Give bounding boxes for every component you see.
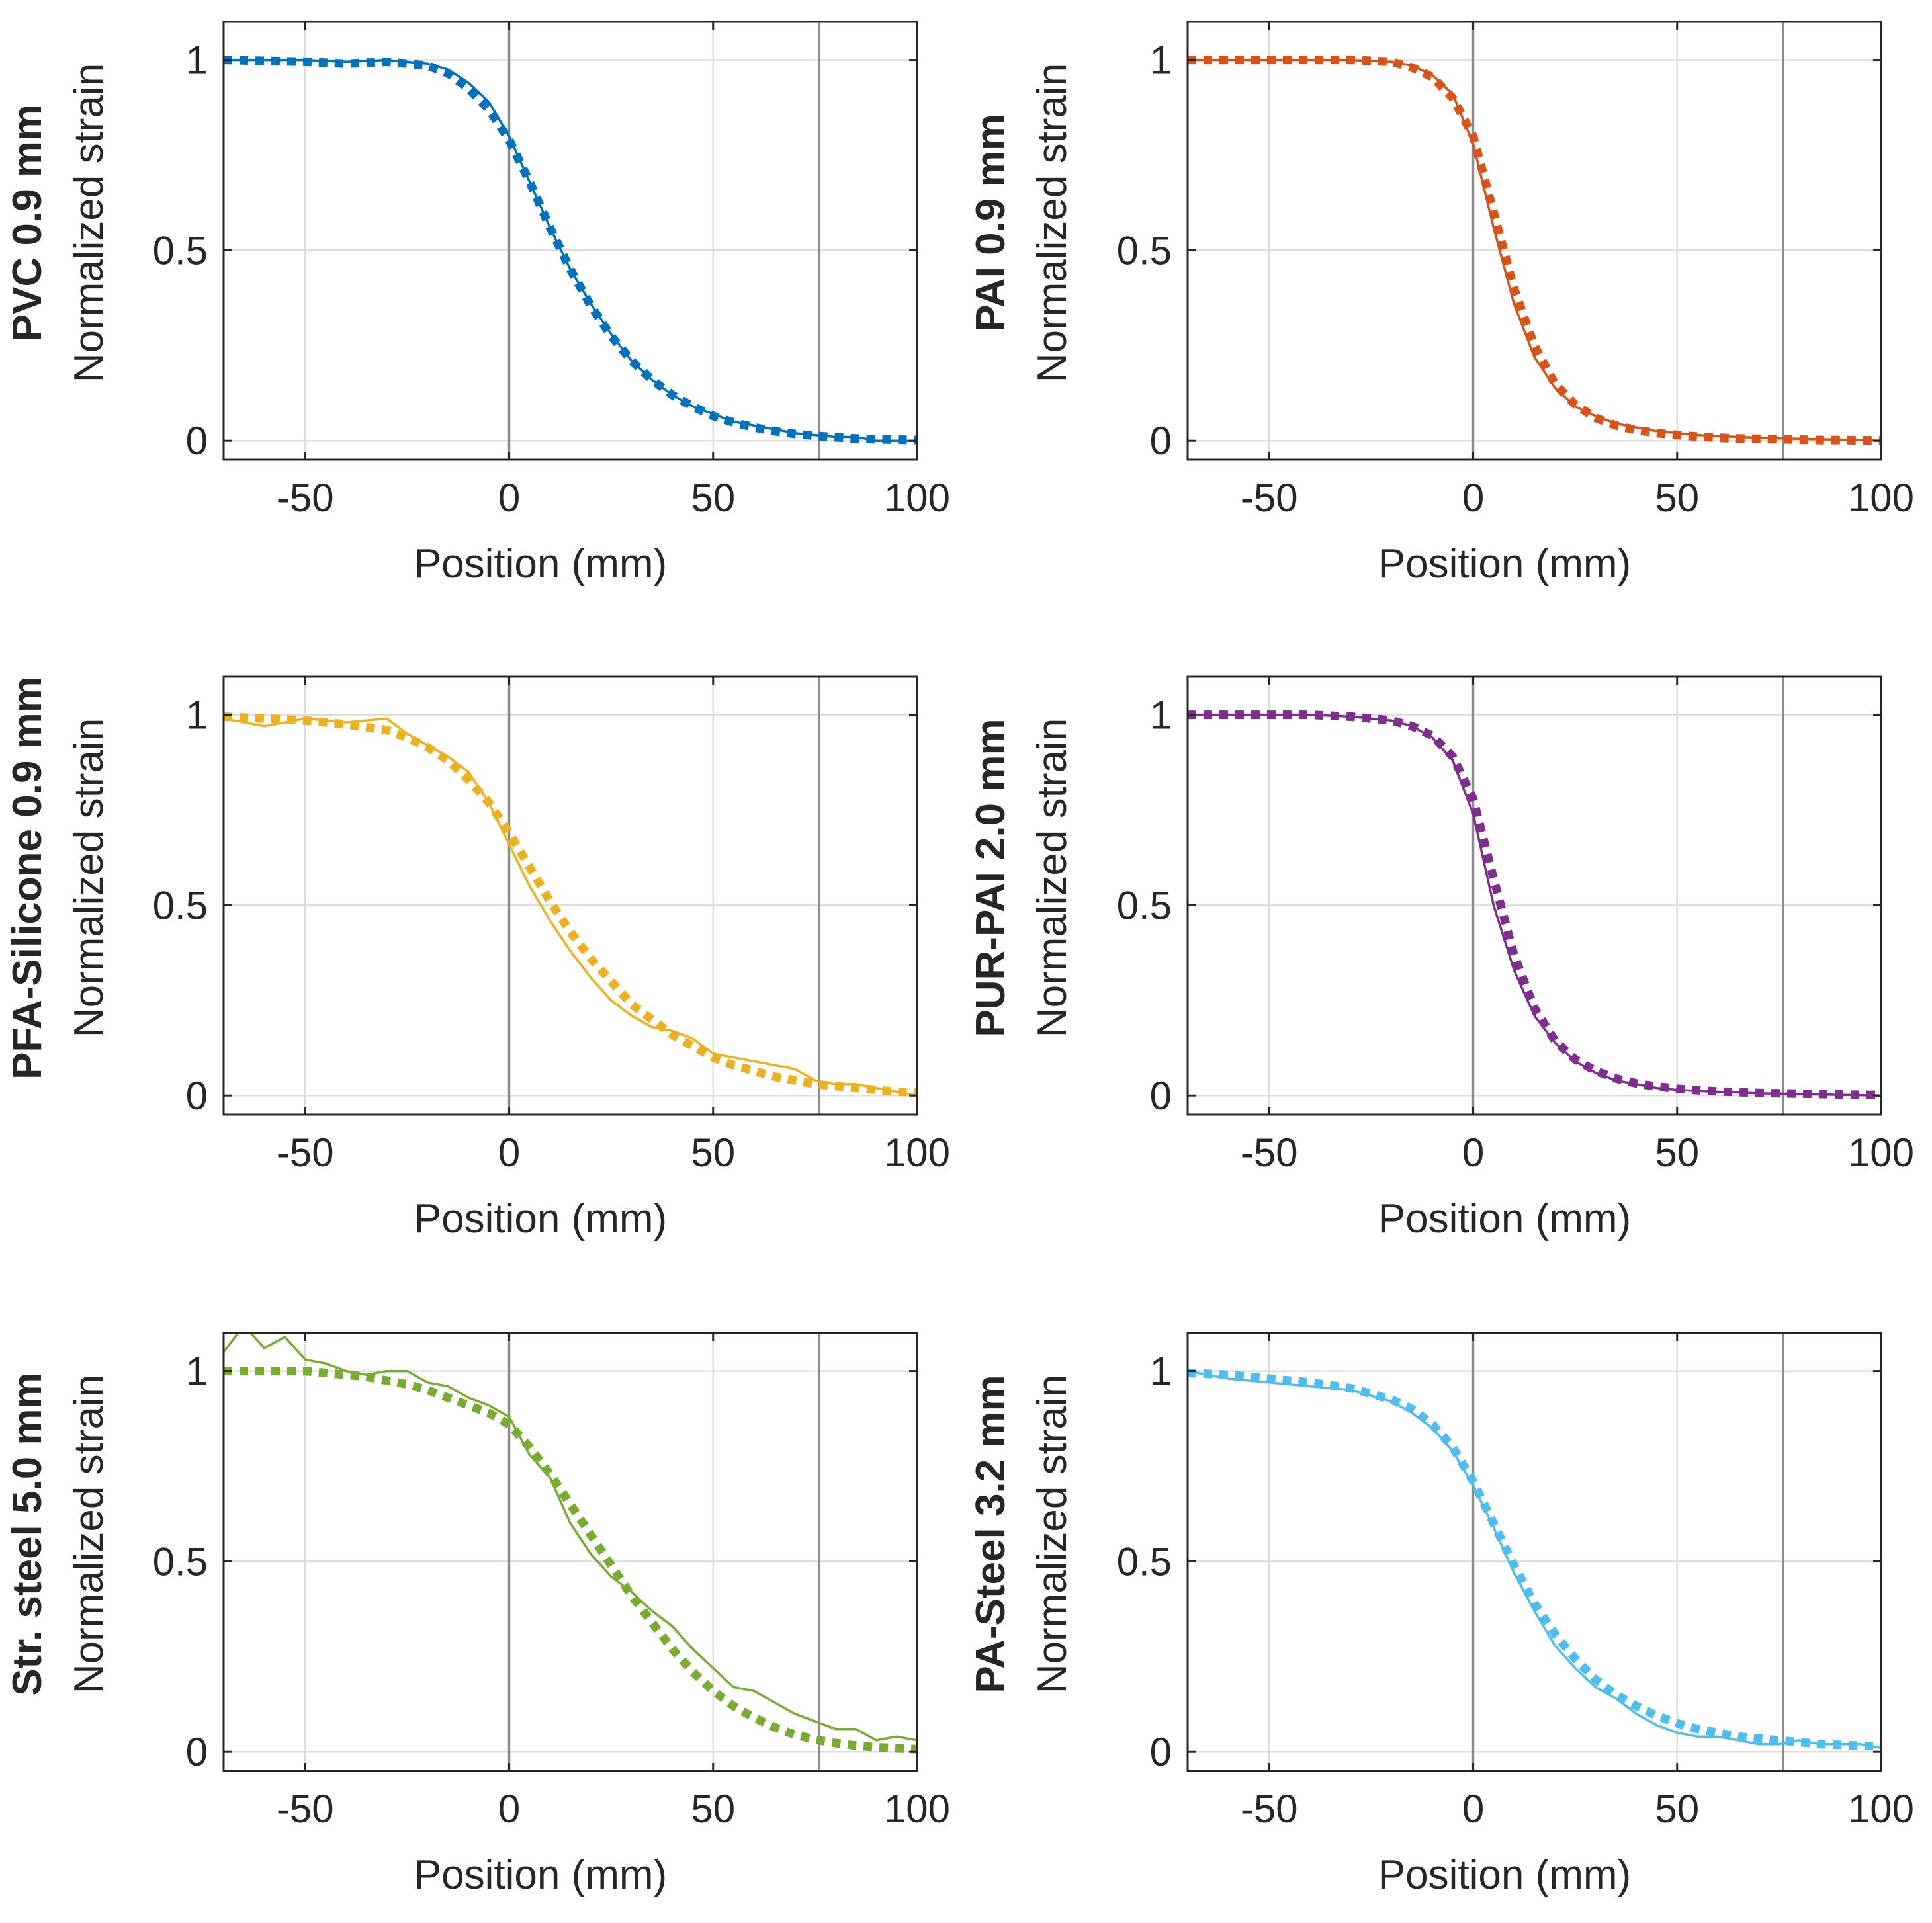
y-tick-label: 1 [186,38,208,83]
y-tick-label: 1 [186,1349,208,1394]
axes-box [1186,21,1882,461]
axes-box [1186,1332,1882,1772]
y-tick-label: 1 [1150,1349,1172,1394]
plot-area [1188,677,1881,1115]
panel-title: PA-Steel 3.2 mm [968,1375,1014,1693]
x-axis-label: Position (mm) [1378,541,1631,587]
series-line-measured [1188,713,1881,1097]
x-axis-label: Position (mm) [414,1196,667,1242]
x-axis-label: Position (mm) [1378,1196,1631,1242]
y-tick-label: 0.5 [1117,883,1172,927]
x-tick-label: 0 [498,1787,520,1831]
x-axis-label: Position (mm) [1378,1852,1631,1898]
y-axis-label: Normalized strain [1030,64,1075,382]
y-tick-label: 1 [186,693,208,738]
panel-title: PVC 0.9 mm [5,105,50,341]
x-tick-label: -50 [277,1787,334,1831]
y-axis-label: Normalized strain [66,718,112,1037]
y-tick-label: 0 [1150,1074,1172,1118]
panel-title: PFA-Silicone 0.9 mm [5,676,50,1080]
y-axis-label: Normalized strain [1030,1375,1075,1693]
axes-box [222,675,918,1116]
series-line-measured [1188,1369,1881,1750]
plot-area [1188,1333,1881,1771]
y-tick-label: 0 [1150,419,1172,463]
x-axis-label: Position (mm) [414,541,667,587]
y-axis-label: Normalized strain [66,1375,112,1693]
x-tick-label: 100 [1848,1131,1914,1175]
panel-pur-pai-2-0-mm: -50 0 50 100 0 0.5 1 Position (mm) Normalized st… [968,675,1914,1242]
x-tick-label: 0 [498,476,520,520]
x-axis-label: Position (mm) [414,1852,667,1898]
y-tick-label: 0 [186,1074,208,1118]
y-tick-label: 0.5 [1117,228,1172,273]
x-tick-label: 50 [1655,476,1699,520]
axes-box [1186,675,1882,1116]
x-tick-label: -50 [1241,476,1298,520]
axes-box [222,21,918,461]
series-line-model [224,712,917,1097]
plot-area [224,22,917,460]
x-tick-label: -50 [1241,1131,1298,1175]
x-tick-label: -50 [277,476,334,520]
x-tick-label: 50 [691,1131,735,1175]
x-tick-label: 100 [1848,476,1914,520]
y-tick-label: 1 [1150,38,1172,83]
x-tick-label: 100 [884,1787,950,1831]
x-tick-label: 100 [1848,1787,1914,1831]
y-tick-label: 0 [186,419,208,463]
panel-str-steel-5-0-mm: -50 0 50 100 0 0.5 1 Position (mm) Normalized st… [5,1332,950,1898]
series-group [224,712,917,1097]
series-line-measured [224,717,917,1097]
series-group [1188,56,1881,445]
x-tick-label: -50 [277,1131,334,1175]
x-tick-label: 100 [884,476,950,520]
y-tick-label: 0.5 [153,1539,208,1584]
series-group [1188,710,1881,1099]
x-tick-label: 50 [691,1787,735,1831]
series-line-model [224,1367,917,1754]
y-tick-label: 0.5 [153,228,208,273]
x-tick-label: 0 [1462,476,1484,520]
x-tick-label: 100 [884,1131,950,1175]
x-tick-label: 0 [498,1131,520,1175]
panel-pvc-0-9-mm: -50 0 50 100 0 0.5 1 Position (mm) Normalized st… [5,21,950,587]
y-tick-label: 0 [1150,1730,1172,1774]
series-line-model [224,56,917,445]
y-tick-label: 0 [186,1730,208,1774]
y-axis-label: Normalized strain [1030,718,1075,1037]
x-tick-label: 50 [1655,1131,1699,1175]
plot-area [224,677,917,1115]
panel-pa-steel-3-2-mm: -50 0 50 100 0 0.5 1 Position (mm) Normalized st… [968,1332,1914,1898]
series-line-model [1188,1368,1881,1751]
series-group [224,1333,917,1754]
plot-area [224,1333,917,1771]
y-tick-label: 1 [1150,693,1172,738]
x-tick-label: 0 [1462,1131,1484,1175]
x-tick-label: 50 [1655,1787,1699,1831]
y-axis-label: Normalized strain [66,64,112,382]
panel-title: PAI 0.9 mm [968,114,1014,332]
x-tick-label: 0 [1462,1787,1484,1831]
series-line-model [1188,56,1881,445]
plot-area [1188,22,1881,460]
series-group [1188,1368,1881,1751]
panel-title: Str. steel 5.0 mm [5,1372,50,1695]
y-tick-label: 0.5 [153,883,208,927]
series-group [224,56,917,445]
x-tick-label: 50 [691,476,735,520]
y-tick-label: 0.5 [1117,1539,1172,1584]
panel-title: PUR-PAI 2.0 mm [968,718,1014,1037]
axes-box [222,1332,918,1772]
x-tick-label: -50 [1241,1787,1298,1831]
panel-pfa-silicone-0-9-mm: -50 0 50 100 0 0.5 1 Position (mm) Normalized st… [5,675,950,1242]
series-line-measured [224,1333,917,1742]
panel-pai-0-9-mm: -50 0 50 100 0 0.5 1 Position (mm) Normalized st… [968,21,1914,587]
